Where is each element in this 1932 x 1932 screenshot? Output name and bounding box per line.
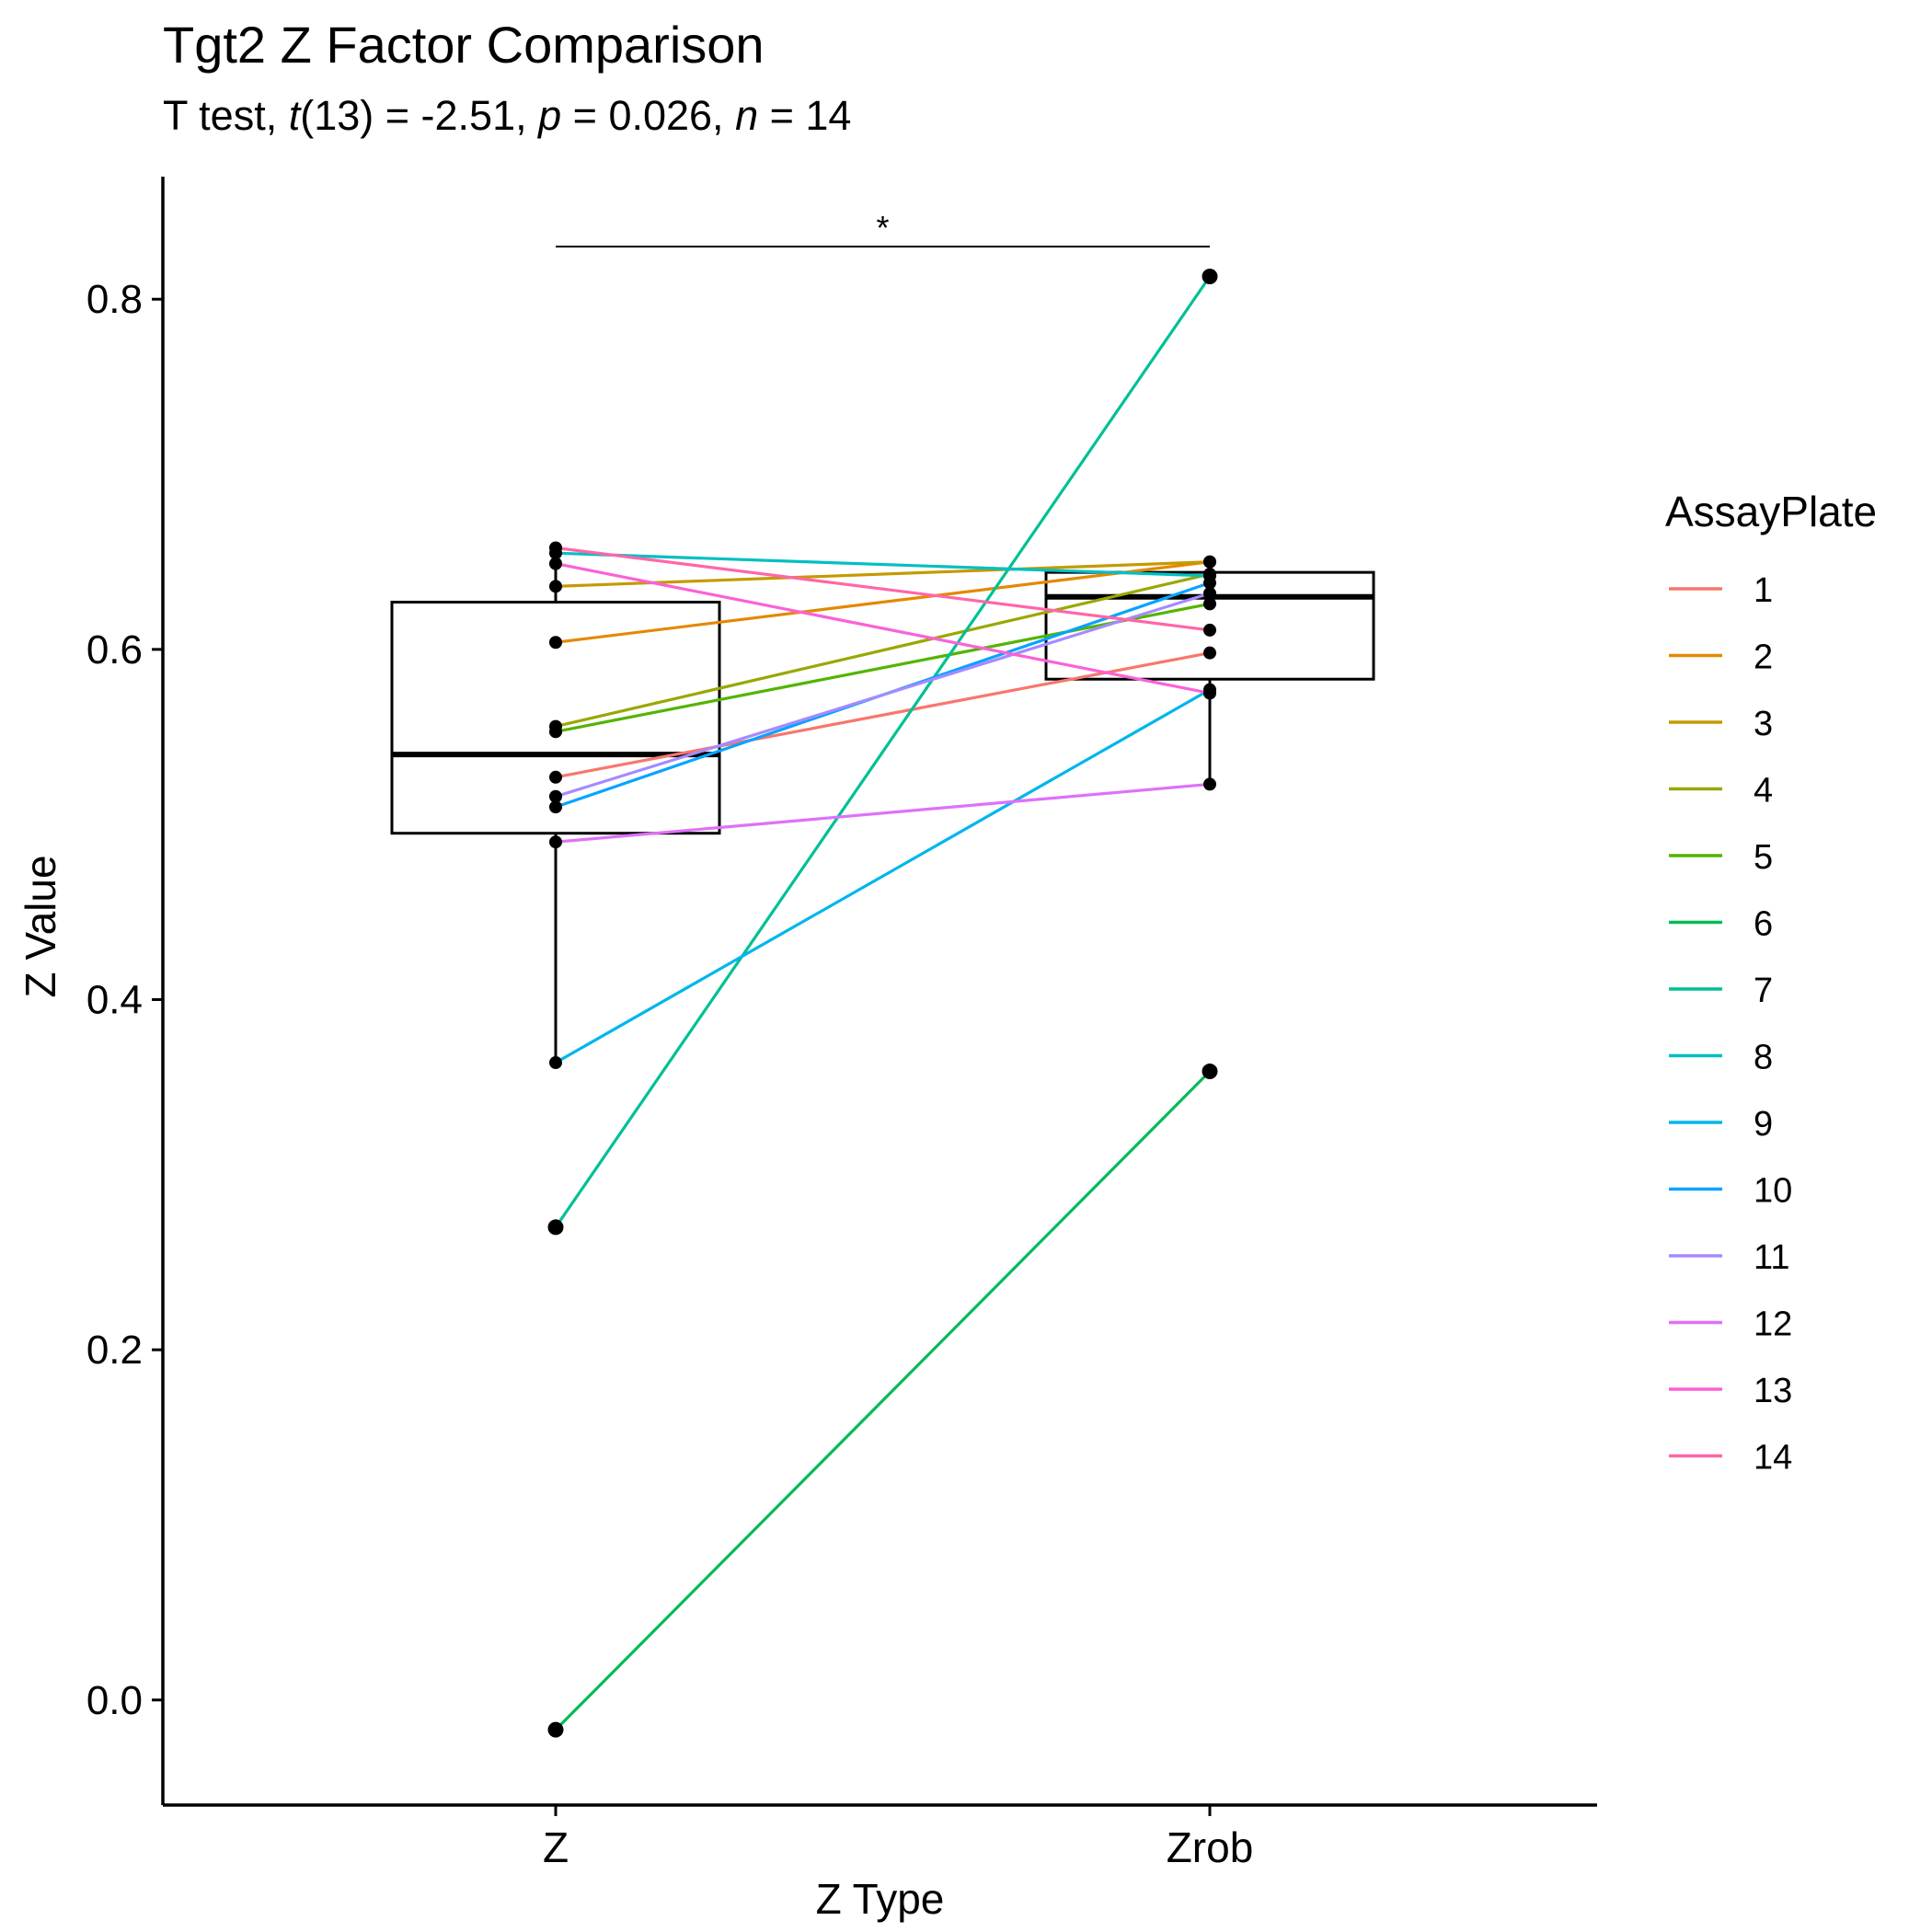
legend-label-5: 5: [1754, 838, 1773, 877]
point-3-z: [549, 580, 562, 593]
point-11-zrob: [1203, 586, 1216, 600]
x-axis-title: Z Type: [816, 1875, 945, 1923]
legend-label-1: 1: [1754, 571, 1773, 610]
y-tick-label: 0.4: [86, 978, 143, 1023]
x-tick-label: Z: [543, 1823, 569, 1871]
x-tick-label: Zrob: [1167, 1823, 1254, 1871]
y-tick-label: 0.0: [86, 1678, 143, 1723]
subtitle-t-symbol: t: [288, 92, 301, 139]
boxplot-layer: [390, 547, 1375, 1064]
series-line-8: [555, 551, 1211, 578]
point-13-zrob: [1203, 686, 1216, 700]
point-5-zrob: [1203, 597, 1216, 611]
points-layer: [547, 268, 1218, 1738]
chart-subtitle: T test, t(13) = -2.51, p = 0.026, n = 14: [163, 92, 851, 140]
y-tick-label: 0.6: [86, 627, 143, 673]
legend-label-12: 12: [1754, 1305, 1792, 1344]
series-lines-layer: [554, 275, 1212, 1731]
series-line-11: [555, 592, 1211, 799]
outlier-point-z-0: [547, 1219, 564, 1236]
series-line-14: [555, 546, 1211, 632]
y-tick-label: 0.8: [86, 277, 143, 322]
subtitle-p-symbol: p: [538, 92, 562, 139]
point-14-zrob: [1203, 623, 1216, 637]
legend-label-14: 14: [1754, 1439, 1792, 1478]
legend-label-4: 4: [1754, 772, 1773, 811]
legend-label-11: 11: [1754, 1238, 1789, 1277]
point-2-z: [549, 636, 562, 650]
outlier-point-z-1: [547, 1721, 564, 1738]
significance-label: *: [876, 209, 889, 247]
series-line-9: [555, 688, 1211, 1064]
series-line-13: [555, 562, 1211, 696]
legend-label-8: 8: [1754, 1039, 1773, 1077]
point-10-z: [549, 800, 562, 814]
point-10-zrob: [1203, 576, 1216, 590]
point-9-z: [549, 1056, 562, 1070]
series-line-2: [555, 560, 1211, 644]
legend-title: AssayPlate: [1665, 488, 1877, 535]
series-line-1: [555, 651, 1211, 779]
box-z: [390, 600, 721, 835]
significance-layer: *: [556, 209, 1210, 247]
series-line-3: [555, 560, 1211, 588]
subtitle-p-value: = 0.026,: [561, 92, 736, 139]
chart-title: Tgt2 Z Factor Comparison: [163, 16, 765, 74]
series-line-7: [554, 275, 1212, 1228]
legend-label-10: 10: [1754, 1172, 1792, 1211]
point-5-z: [549, 725, 562, 739]
point-14-z: [549, 541, 562, 555]
y-tick-label: 0.2: [86, 1328, 143, 1373]
point-12-z: [549, 835, 562, 849]
series-line-6: [554, 1070, 1212, 1731]
series-line-12: [555, 782, 1211, 844]
y-axis-title: Z Value: [17, 855, 64, 997]
legend-label-3: 3: [1754, 705, 1773, 743]
outlier-point-zrob-1: [1202, 1064, 1218, 1080]
point-13-z: [549, 557, 562, 570]
subtitle-n-symbol: n: [735, 92, 759, 139]
outlier-point-zrob-0: [1202, 268, 1218, 284]
subtitle-t-args: (13) = -2.51,: [300, 92, 539, 139]
legend-label-9: 9: [1754, 1105, 1773, 1144]
point-3-zrob: [1203, 555, 1216, 569]
point-12-zrob: [1203, 777, 1216, 791]
point-11-z: [549, 789, 562, 803]
subtitle-prefix: T test,: [163, 92, 289, 139]
point-1-zrob: [1203, 646, 1216, 660]
series-line-5: [555, 602, 1211, 733]
legend-label-7: 7: [1754, 972, 1773, 1010]
subtitle-n-value: = 14: [758, 92, 852, 139]
axes-layer: 0.0 0.2 0.4 0.6 0.8 Z Zrob Z Type Z Value: [17, 177, 1597, 1923]
legend-label-6: 6: [1754, 905, 1773, 944]
series-line-4: [555, 572, 1211, 729]
legend-label-2: 2: [1754, 638, 1773, 677]
legend-label-13: 13: [1754, 1372, 1792, 1410]
point-1-z: [549, 770, 562, 784]
